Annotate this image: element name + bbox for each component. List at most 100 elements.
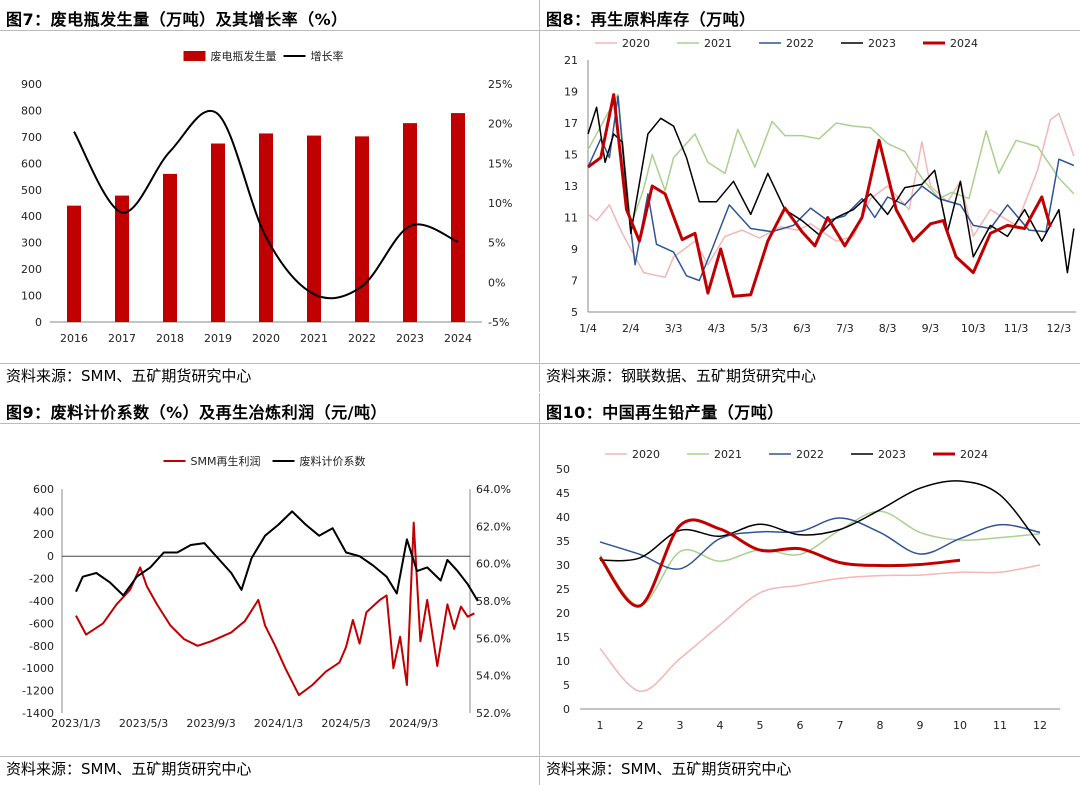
chart-panel-waste-battery: 图7：废电瓶发生量（万吨）及其增长率（%） 0 100 200 300 400 500 60…	[0, 0, 540, 392]
x-tick-label: 2016	[60, 332, 88, 345]
y-tick-label: 45	[556, 487, 570, 500]
y-tick-label: -1400	[22, 707, 54, 720]
y-tick-label: 200	[21, 263, 42, 276]
y2-tick-label: 10%	[488, 197, 512, 210]
y-tick-label: 500	[21, 184, 42, 197]
y-tick-label: 600	[21, 157, 42, 170]
legend-swatch	[183, 51, 206, 61]
x-tick-label: 12	[1033, 719, 1047, 732]
legend-label: 2022	[786, 37, 814, 50]
legend-label: 2024	[960, 448, 988, 461]
x-tick-label: 2024/1/3	[254, 717, 303, 730]
legend-label: 增长率	[311, 49, 344, 63]
y-tick-label: 35	[556, 535, 570, 548]
bar	[259, 133, 273, 322]
x-tick-label: 5/3	[750, 322, 768, 335]
y-tick-label: -800	[29, 640, 54, 653]
x-tick-label: 6	[797, 719, 804, 732]
series-line	[587, 95, 1075, 282]
chart-source: 资料来源：SMM、五矿期货研究中心	[6, 760, 252, 778]
y-tick-label: 19	[564, 86, 578, 99]
x-tick-label: 11/3	[1004, 322, 1029, 335]
chart-title: 图9：废料计价系数（%）及再生冶炼利润（元/吨）	[6, 403, 388, 422]
x-tick-label: 1	[597, 719, 604, 732]
y-tick-label: -1200	[22, 685, 54, 698]
x-tick-label: 2017	[108, 332, 136, 345]
y-tick-label: 400	[33, 505, 54, 518]
y-tick-label: 25	[556, 583, 570, 596]
x-tick-label: 2023/1/3	[51, 717, 100, 730]
y-tick-label: 200	[33, 528, 54, 541]
bar	[67, 205, 81, 322]
y-tick-label: 30	[556, 559, 570, 572]
y-tick-label: -600	[29, 617, 54, 630]
legend-label: SMM再生利润	[191, 454, 261, 468]
y-tick-label: 0	[563, 703, 570, 716]
x-tick-label: 1/4	[579, 322, 597, 335]
legend-label: 废料计价系数	[300, 454, 366, 468]
bar	[307, 135, 321, 322]
legend-label: 2020	[632, 448, 660, 461]
legend-label: 2023	[868, 37, 896, 50]
x-tick-label: 2018	[156, 332, 184, 345]
y-tick-label: -400	[29, 595, 54, 608]
y-tick-label: 20	[556, 607, 570, 620]
legend-label: 2021	[704, 37, 732, 50]
legend-label: 2022	[796, 448, 824, 461]
y2-tick-label: -5%	[488, 316, 509, 329]
x-tick-label: 6/3	[793, 322, 811, 335]
y2-tick-label: 52.0%	[476, 707, 511, 720]
x-tick-label: 2024	[444, 332, 472, 345]
y-tick-label: 10	[556, 655, 570, 668]
y2-tick-label: 58.0%	[476, 595, 511, 608]
chart-source: 资料来源：SMM、五矿期货研究中心	[6, 367, 252, 385]
bar	[211, 143, 225, 322]
x-tick-label: 2019	[204, 332, 232, 345]
x-tick-label: 2024/5/3	[321, 717, 370, 730]
series-line	[599, 517, 1041, 570]
y-tick-label: 21	[564, 54, 578, 67]
chart-waste-battery: 0 100 200 300 400 500 600 700 800 900 -5% 0% 5% 10% 15…	[21, 49, 512, 345]
chart-title: 图7：废电瓶发生量（万吨）及其增长率（%）	[6, 10, 348, 29]
y-tick-label: 800	[21, 104, 42, 117]
y-tick-label: 700	[21, 131, 42, 144]
bar	[163, 173, 177, 322]
y-tick-label: -1000	[22, 662, 54, 675]
legend-label: 2020	[622, 37, 650, 50]
y2-tick-label: 25%	[488, 78, 512, 91]
x-tick-label: 8/3	[879, 322, 897, 335]
x-tick-label: 7	[837, 719, 844, 732]
x-tick-label: 8	[877, 719, 884, 732]
chart-panel-recycled-lead-output: 图10：中国再生铅产量（万吨） 0 5 10 15 20 25 30 35 40 45 50 1 2 3 4…	[540, 393, 1080, 785]
y-tick-label: 400	[21, 210, 42, 223]
chart-panel-recycled-inventory: 图8：再生原料库存（万吨） 5 7 9 11 13 15 17 19 21 1/4 2/4 3/3 4/…	[540, 0, 1080, 392]
chart-title: 图8：再生原料库存（万吨）	[546, 10, 756, 29]
chart-panel-scrap-coefficient: 图9：废料计价系数（%）及再生冶炼利润（元/吨） -1400 -1200 -1000…	[0, 393, 540, 785]
y-tick-label: 100	[21, 290, 42, 303]
x-tick-label: 2	[637, 719, 644, 732]
x-tick-label: 9/3	[922, 322, 940, 335]
legend-label: 2021	[714, 448, 742, 461]
y2-tick-label: 64.0%	[476, 483, 511, 496]
series-line	[587, 112, 1075, 279]
x-tick-label: 2021	[300, 332, 328, 345]
x-tick-label: 2023/9/3	[186, 717, 235, 730]
series-line	[598, 518, 961, 608]
x-tick-label: 10/3	[961, 322, 986, 335]
series-line	[75, 510, 479, 602]
bar	[403, 123, 417, 322]
y-tick-label: 7	[571, 275, 578, 288]
x-tick-label: 2023/5/3	[119, 717, 168, 730]
x-tick-label: 5	[757, 719, 764, 732]
y-tick-label: 15	[564, 149, 578, 162]
y2-tick-label: 62.0%	[476, 520, 511, 533]
y-tick-label: 13	[564, 180, 578, 193]
y-tick-label: 15	[556, 631, 570, 644]
chart-title: 图10：中国再生铅产量（万吨）	[546, 403, 784, 422]
x-tick-label: 2022	[348, 332, 376, 345]
chart-source: 资料来源：钢联数据、五矿期货研究中心	[546, 367, 817, 385]
series-line	[599, 510, 1041, 607]
y2-tick-label: 5%	[488, 237, 505, 250]
x-tick-label: 2/4	[622, 322, 640, 335]
